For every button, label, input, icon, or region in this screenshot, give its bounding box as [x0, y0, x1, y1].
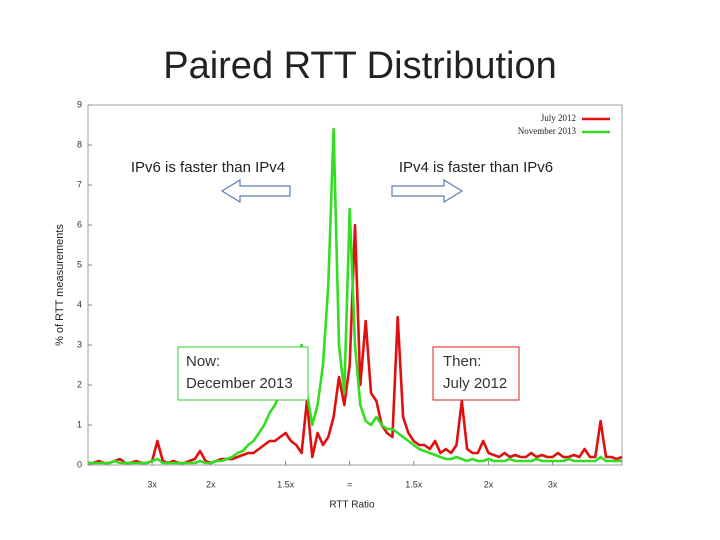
- left-arrow: [220, 178, 291, 204]
- y-tick-label: 8: [77, 139, 82, 149]
- callout-text: Then:: [443, 353, 481, 370]
- legend-label: July 2012: [541, 113, 576, 123]
- chart-title: Paired RTT Distribution: [163, 45, 557, 87]
- x-tick-label: 1.5x: [405, 479, 423, 489]
- callout-box: [432, 346, 520, 401]
- series-line: [88, 127, 622, 465]
- y-tick-label: 4: [77, 299, 82, 309]
- y-tick-label: 3: [77, 339, 82, 349]
- x-axis-label: RTT Ratio: [329, 500, 375, 511]
- annotation: IPv6 is faster than IPv4: [131, 159, 285, 176]
- y-tick-label: 0: [77, 459, 82, 469]
- plot-frame: [87, 104, 623, 466]
- x-tick-label: 2x: [484, 479, 494, 489]
- callout-text: December 2013: [186, 375, 293, 392]
- y-tick-label: 7: [77, 179, 82, 189]
- y-tick-label: 5: [77, 259, 82, 269]
- x-tick-label: 2x: [206, 479, 216, 489]
- x-tick-label: 3x: [548, 479, 558, 489]
- callout-text: Now:: [186, 353, 220, 370]
- y-axis-label: % of RTT measurements: [54, 224, 66, 346]
- x-tick-label: 3x: [147, 479, 157, 489]
- y-tick-label: 6: [77, 219, 82, 229]
- annotation: IPv4 is faster than IPv6: [399, 159, 553, 176]
- x-tick-label: 1.5x: [277, 479, 295, 489]
- y-tick-label: 1: [77, 419, 82, 429]
- y-tick-label: 2: [77, 379, 82, 389]
- y-tick-label: 9: [77, 99, 82, 109]
- legend-label: November 2013: [518, 126, 577, 136]
- x-tick-label: =: [347, 479, 352, 489]
- callout-box: [177, 346, 309, 401]
- callout-text: July 2012: [443, 375, 507, 392]
- right-arrow: [391, 178, 464, 204]
